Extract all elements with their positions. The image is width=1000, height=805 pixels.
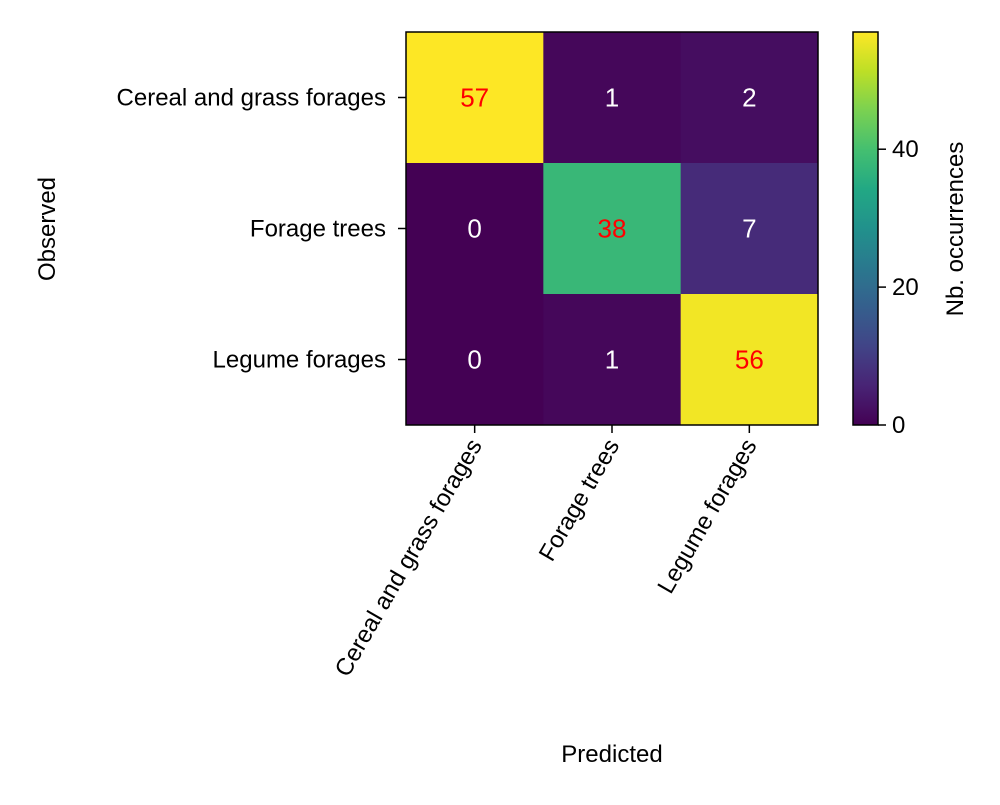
heatmap-cell xyxy=(406,294,544,426)
cell-value-label: 1 xyxy=(605,345,619,375)
heatmap-cell xyxy=(543,294,682,426)
cell-value-label: 0 xyxy=(467,345,481,375)
y-tick-label: Forage trees xyxy=(250,216,386,243)
y-tick-label: Legume forages xyxy=(213,347,386,374)
heatmap-cell xyxy=(406,163,544,295)
x-axis: Cereal and grass forages Forage trees Legu… xyxy=(330,425,763,681)
colorbar-gradient xyxy=(852,31,879,426)
cell-value-label: 57 xyxy=(460,83,489,113)
colorbar-tick-label: 40 xyxy=(892,136,919,163)
cell-value-label: 0 xyxy=(467,214,481,244)
y-axis: Cereal and grass forages Forage trees Legu… xyxy=(117,85,406,374)
cell-value-label: 7 xyxy=(742,214,756,244)
y-axis-label: Observed xyxy=(34,177,61,281)
x-axis-label: Predicted xyxy=(561,741,662,768)
y-tick-label: Cereal and grass forages xyxy=(117,85,386,112)
x-tick-label: Cereal and grass forages xyxy=(330,435,488,682)
heatmap-cell xyxy=(680,294,819,426)
x-tick-label: Legume forages xyxy=(652,435,762,599)
x-tick-label: Forage trees xyxy=(534,435,625,566)
heatmap-cell xyxy=(680,32,819,164)
heatmap-cells xyxy=(406,32,819,426)
heatmap-cell xyxy=(543,32,682,164)
cell-value-label: 38 xyxy=(598,214,627,244)
heatmap-cell xyxy=(680,163,819,295)
heatmap-cell xyxy=(406,32,544,164)
colorbar: 0 20 40 xyxy=(852,31,919,439)
colorbar-tick-label: 20 xyxy=(892,274,919,301)
colorbar-label: Nb. occurrences xyxy=(942,142,969,317)
colorbar-tick-label: 0 xyxy=(892,412,905,439)
cell-value-label: 56 xyxy=(735,345,764,375)
heatmap-cell xyxy=(543,163,682,295)
cell-value-label: 1 xyxy=(605,83,619,113)
cell-value-label: 2 xyxy=(742,83,756,113)
